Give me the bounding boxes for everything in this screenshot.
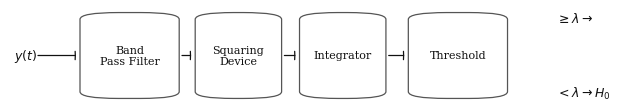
FancyBboxPatch shape xyxy=(195,13,282,99)
FancyBboxPatch shape xyxy=(80,13,179,99)
FancyBboxPatch shape xyxy=(408,13,508,99)
Text: $y(t)$: $y(t)$ xyxy=(14,48,37,64)
Text: $< \lambda \rightarrow H_0$: $< \lambda \rightarrow H_0$ xyxy=(556,85,610,101)
Text: Squaring
Device: Squaring Device xyxy=(212,45,264,67)
Text: Threshold: Threshold xyxy=(429,51,486,61)
FancyBboxPatch shape xyxy=(300,13,386,99)
Text: $\geq \lambda \rightarrow$: $\geq \lambda \rightarrow$ xyxy=(556,12,593,26)
Text: Band
Pass Filter: Band Pass Filter xyxy=(100,45,159,67)
Text: Integrator: Integrator xyxy=(314,51,372,61)
